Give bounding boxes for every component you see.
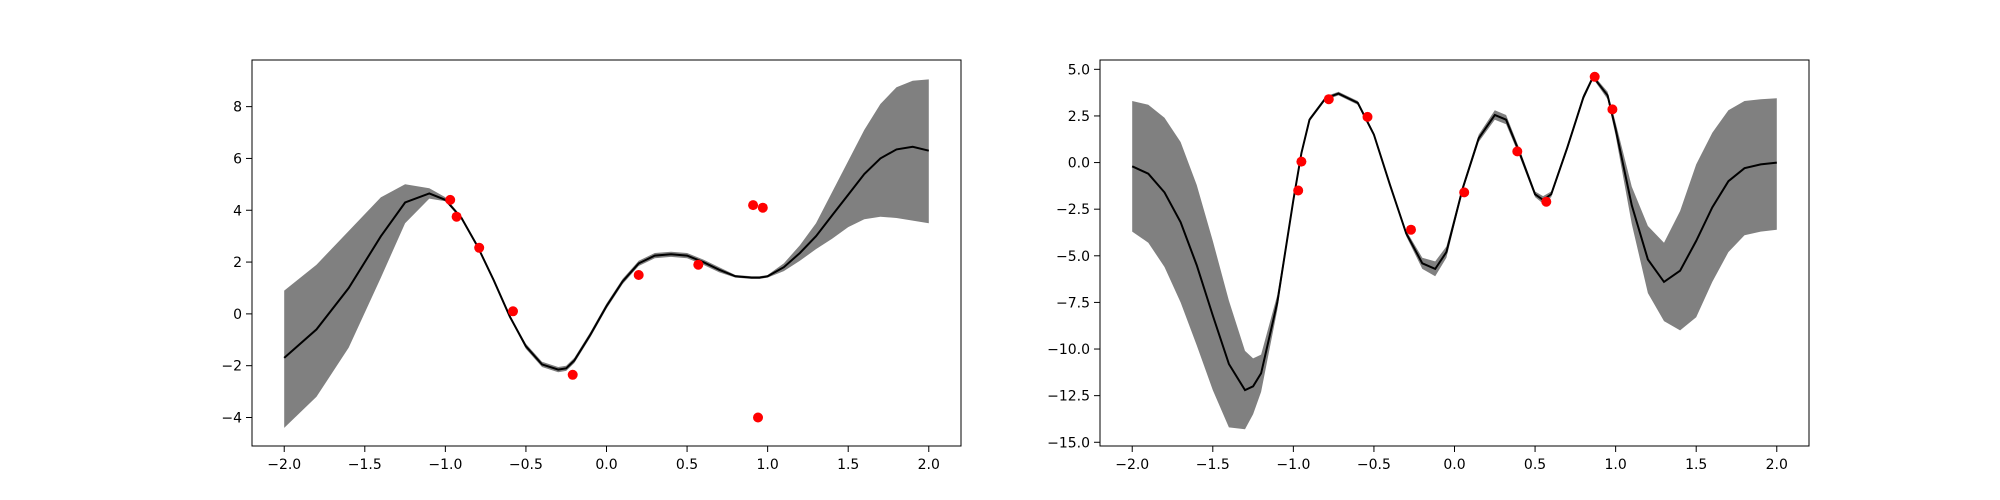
right-x-tick-label: 1.5	[1685, 457, 1707, 473]
right-x-tick-label: −1.5	[1196, 457, 1230, 473]
right-x-tick-label: −2.0	[1115, 457, 1149, 473]
right-x-tick-label: 0.5	[1524, 457, 1546, 473]
right-confidence-band	[1132, 74, 1777, 430]
right-data-point	[1541, 196, 1552, 207]
right-mean-line	[1131, 74, 1777, 392]
left-y-tick-label: 2	[233, 255, 242, 271]
left-confidence-band	[284, 79, 929, 428]
left-x-tick-label: 0.0	[595, 457, 617, 473]
left-x-tick-label: 1.5	[837, 457, 859, 473]
right-y-tick-label: 2.5	[1068, 109, 1090, 125]
left-x-tick-label: 0.5	[676, 457, 698, 473]
right-data-point	[1362, 111, 1373, 122]
right-data-point	[1293, 185, 1304, 196]
right-y-tick-label: −12.5	[1047, 389, 1090, 405]
right-x-tick-label: 1.0	[1605, 457, 1627, 473]
right-x-tick-label: 0.0	[1443, 457, 1465, 473]
left-data-point	[508, 306, 518, 317]
left-x-tick-label: −1.5	[348, 457, 382, 473]
right-y-tick-label: −15.0	[1047, 435, 1090, 451]
left-data-point	[474, 242, 485, 253]
right-data-point	[1296, 156, 1307, 167]
left-x-tick-label: −0.5	[509, 457, 543, 473]
left-data-point	[451, 211, 462, 222]
left-x-tick-label: 2.0	[918, 457, 940, 473]
right-data-point	[1406, 224, 1416, 235]
right-y-tick-label: −7.5	[1056, 295, 1090, 311]
right-y-tick-label: −10.0	[1047, 342, 1090, 358]
left-mean-line	[283, 145, 930, 371]
right-data-point	[1459, 187, 1470, 198]
left-y-tick-label: 4	[233, 203, 242, 219]
right-y-tick-label: −5.0	[1056, 249, 1090, 265]
left-data-point	[445, 194, 456, 205]
left-y-tick-label: −2	[221, 359, 242, 375]
gp-plot-left: −2.0 −1.5 −1.0 −0.5 0.0 0.5 1.0 1.5 2.0 −4 −2 0 2 4 6 8	[221, 59, 962, 473]
left-y-tick-label: −4	[221, 411, 242, 427]
right-x-tick-label: 2.0	[1766, 457, 1788, 473]
left-y-tick-label: 6	[233, 151, 242, 167]
left-data-point	[748, 200, 759, 211]
right-data-point	[1589, 71, 1600, 82]
left-data-point	[693, 259, 704, 270]
right-x-tick-label: −0.5	[1357, 457, 1391, 473]
right-y-tick-label: 5.0	[1068, 62, 1090, 78]
right-y-tick-label: −2.5	[1056, 202, 1090, 218]
right-x-tick-label: −1.0	[1276, 457, 1310, 473]
right-data-point	[1512, 146, 1523, 157]
gp-plot-right: −2.0 −1.5 −1.0 −0.5 0.0 0.5 1.0 1.5 2.0 5.0 2.5 0.0…	[1047, 59, 1810, 473]
right-data-point	[1607, 104, 1618, 115]
left-data-point	[757, 202, 768, 213]
left-data-point	[753, 412, 763, 423]
right-y-tick-label: 0.0	[1068, 156, 1090, 172]
left-y-tick-label: 8	[233, 100, 242, 116]
left-y-tick-label: 0	[233, 307, 242, 323]
left-x-tick-label: −1.0	[428, 457, 462, 473]
left-x-tick-label: −2.0	[267, 457, 301, 473]
left-data-point	[567, 369, 578, 380]
left-data-point	[633, 270, 644, 280]
left-x-tick-label: 1.0	[757, 457, 779, 473]
right-data-point	[1323, 94, 1334, 105]
